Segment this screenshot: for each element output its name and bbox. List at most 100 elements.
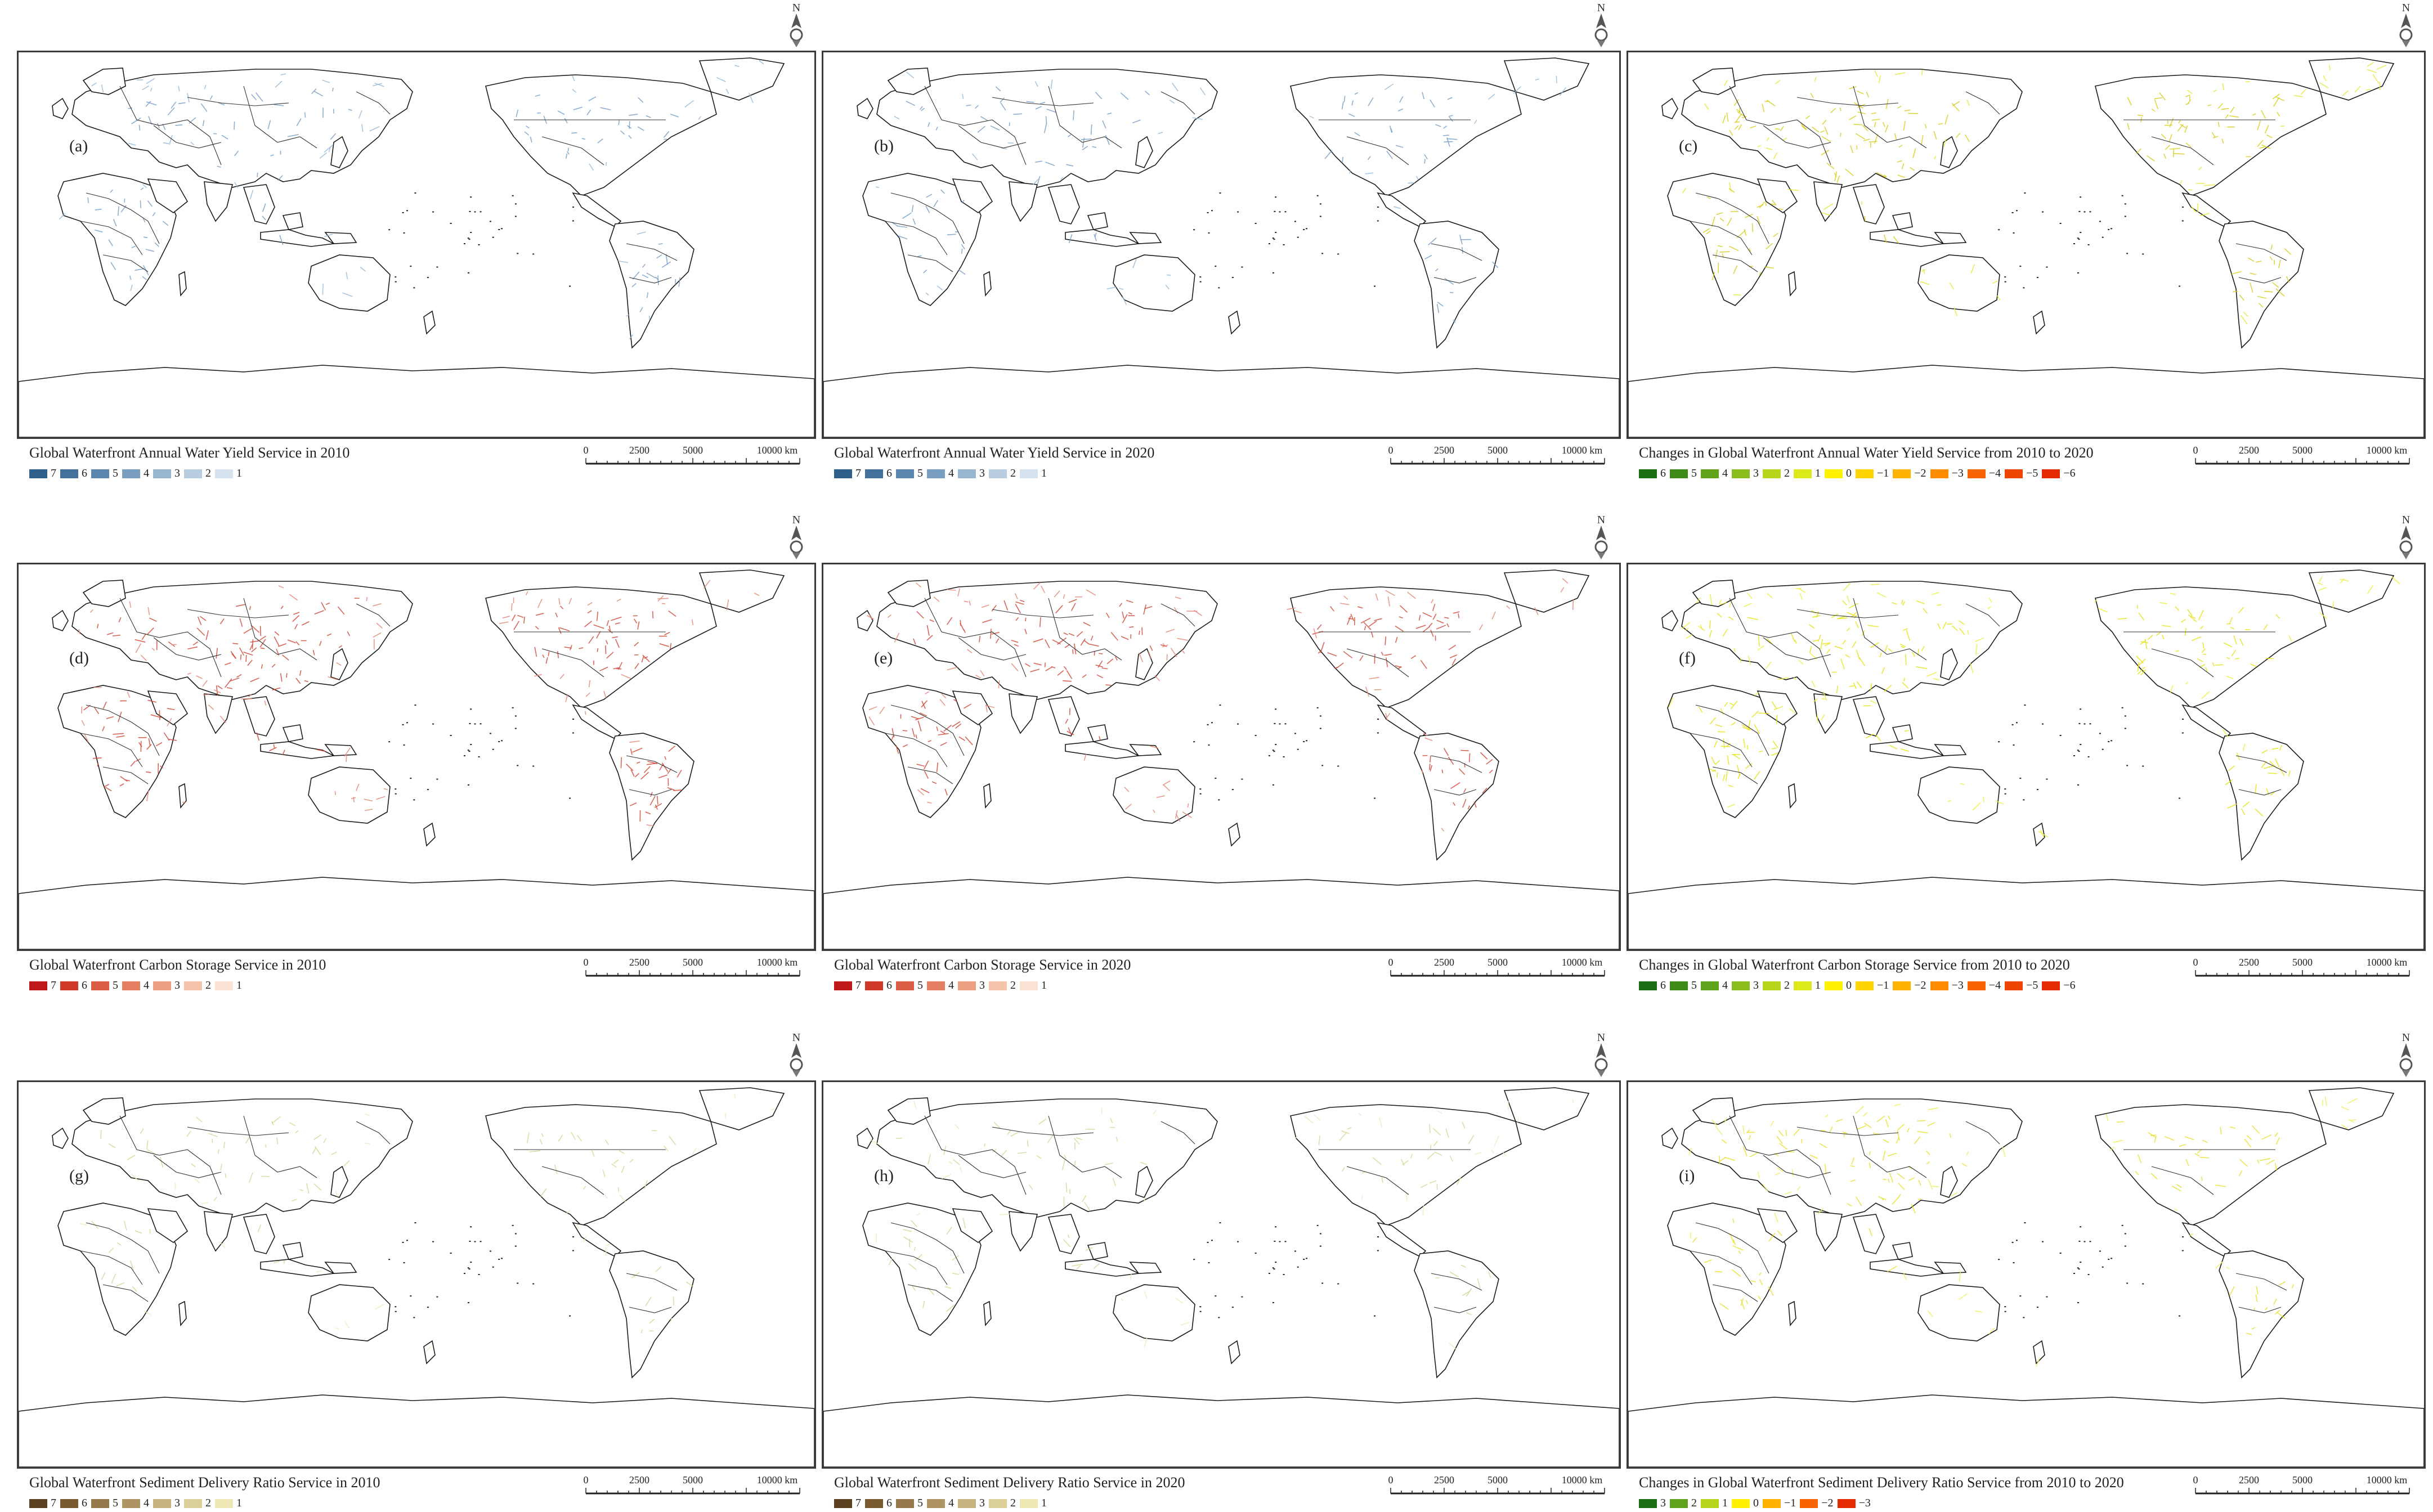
legend-swatch — [215, 981, 233, 990]
legend-item: 3 — [958, 979, 985, 992]
scale-tick-label: 0 — [1388, 1474, 1394, 1486]
legend-swatch — [2005, 981, 2023, 990]
legend-swatch — [927, 981, 945, 990]
legend-item: 4 — [122, 1497, 149, 1510]
land-outline — [1628, 57, 2424, 437]
legend-value: 1 — [1815, 979, 1821, 991]
map-panel-f: N (f) Changes in Global Waterfront Carbo… — [1627, 512, 2426, 992]
legend-value: 5 — [113, 1497, 118, 1509]
legend-item: 0 — [1732, 1497, 1759, 1510]
legend-item: 3 — [958, 467, 985, 480]
scale-tick-label: 2500 — [1434, 1474, 1454, 1486]
legend-swatch — [1732, 1498, 1750, 1508]
map-title: Global Waterfront Carbon Storage Service… — [29, 957, 326, 973]
scale-tick-label: 2500 — [2239, 957, 2259, 968]
legend-item: 7 — [834, 1497, 861, 1510]
land-outline — [19, 57, 814, 437]
legend-swatch — [958, 1498, 976, 1508]
legend-swatch — [122, 981, 140, 990]
scale-tick-label: 5000 — [2292, 445, 2313, 456]
north-arrow-icon: N — [2399, 1031, 2413, 1077]
legend-value: 3 — [1753, 979, 1759, 991]
legend-value: 0 — [1753, 1497, 1759, 1509]
legend-swatch — [1837, 1498, 1856, 1508]
legend-value: −1 — [1784, 1497, 1796, 1509]
scale-tick-label: 2500 — [2239, 445, 2259, 456]
legend-item: −4 — [1967, 979, 2001, 992]
legend-swatch — [153, 469, 171, 478]
legend-value: 4 — [1722, 979, 1728, 991]
legend-item: −1 — [1763, 1497, 1796, 1510]
scale-tick-label: 2500 — [1434, 957, 1454, 968]
legend-item: 3 — [153, 979, 180, 992]
legend-item: −6 — [2042, 467, 2076, 480]
legend-value: 2 — [1010, 979, 1016, 991]
legend-item: 5 — [896, 1497, 923, 1510]
legend-item: 1 — [215, 979, 242, 992]
scale-tick-label: 2500 — [2239, 1474, 2259, 1486]
scale-tick-label: 2500 — [629, 957, 649, 968]
legend-swatch — [989, 469, 1007, 478]
legend-item: −6 — [2042, 979, 2076, 992]
legend: 7 6 5 4 3 2 1 — [834, 1497, 1051, 1510]
map-panel-i: N (i) Changes in Global Waterfront Sedim… — [1627, 1030, 2426, 1510]
legend-item: 3 — [153, 467, 180, 480]
map-panel-h: N (h) Global Waterfront Sediment Deliver… — [822, 1030, 1621, 1510]
scale-tick-label: 10000 km — [757, 957, 798, 968]
legend-swatch — [1967, 981, 1986, 990]
legend-swatch — [29, 981, 47, 990]
legend: 7 6 5 4 3 2 1 — [834, 979, 1051, 992]
legend-item: 5 — [1670, 979, 1697, 992]
legend-swatch — [1930, 981, 1948, 990]
scale-tick-label: 5000 — [683, 957, 703, 968]
legend-swatch — [2042, 981, 2060, 990]
svg-text:N: N — [2402, 514, 2410, 526]
legend-swatch — [1763, 469, 1781, 478]
legend-swatch — [1763, 1498, 1781, 1508]
legend-swatch — [153, 981, 171, 990]
legend-swatch — [184, 1498, 202, 1508]
legend-swatch — [91, 981, 109, 990]
legend-value: 5 — [917, 979, 923, 991]
legend-swatch — [215, 469, 233, 478]
map-title: Changes in Global Waterfront Sediment De… — [1639, 1474, 2124, 1491]
panel-label: (d) — [69, 649, 89, 667]
legend-item: 1 — [1020, 979, 1047, 992]
legend-swatch — [1701, 1498, 1719, 1508]
legend-item: 3 — [1639, 1497, 1666, 1510]
legend-value: 2 — [1784, 467, 1790, 479]
land-outline — [823, 1087, 1619, 1467]
legend-swatch — [1967, 469, 1986, 478]
scale-bar: 0 2500 5000 10000 km — [1388, 445, 1605, 465]
pacific-islands — [1193, 705, 1379, 801]
legend-value: 2 — [1691, 1497, 1697, 1509]
scale-bar: 0 2500 5000 10000 km — [584, 1474, 800, 1495]
legend-swatch — [896, 981, 914, 990]
legend-value: 6 — [1660, 467, 1666, 479]
svg-text:N: N — [792, 514, 800, 526]
legend-swatch — [1732, 981, 1750, 990]
legend-value: 2 — [1010, 467, 1016, 479]
legend-value: 0 — [1846, 979, 1852, 991]
north-arrow-icon: N — [790, 2, 803, 47]
legend-value: 7 — [51, 1497, 56, 1509]
land-outline — [19, 1087, 814, 1467]
legend-value: 6 — [886, 1497, 892, 1509]
legend-swatch — [1893, 469, 1911, 478]
map-panel-g: N (g) Global Waterfront Sediment Deliver… — [17, 1030, 816, 1510]
north-arrow-icon: N — [790, 1031, 803, 1077]
legend-value: 5 — [1691, 979, 1697, 991]
map-panel-b: N (b) Global Waterfront Annual Water Yie… — [822, 0, 1621, 480]
north-arrow-icon: N — [2399, 514, 2413, 559]
pacific-islands — [388, 1222, 575, 1318]
legend-item: 5 — [896, 467, 923, 480]
scale-tick-label: 5000 — [683, 445, 703, 456]
legend-value: −3 — [1951, 467, 1964, 479]
scale-tick-label: 10000 km — [2367, 1474, 2408, 1486]
scale-tick-label: 2500 — [629, 1474, 649, 1486]
scale-tick-label: 10000 km — [1562, 445, 1603, 456]
pacific-islands — [1193, 1222, 1379, 1318]
legend: 6 5 4 3 2 1 0 −1 −2 −3 −4 −5 −6 — [1639, 979, 2080, 992]
legend-value: 6 — [82, 979, 87, 991]
legend-value: 5 — [917, 1497, 923, 1509]
